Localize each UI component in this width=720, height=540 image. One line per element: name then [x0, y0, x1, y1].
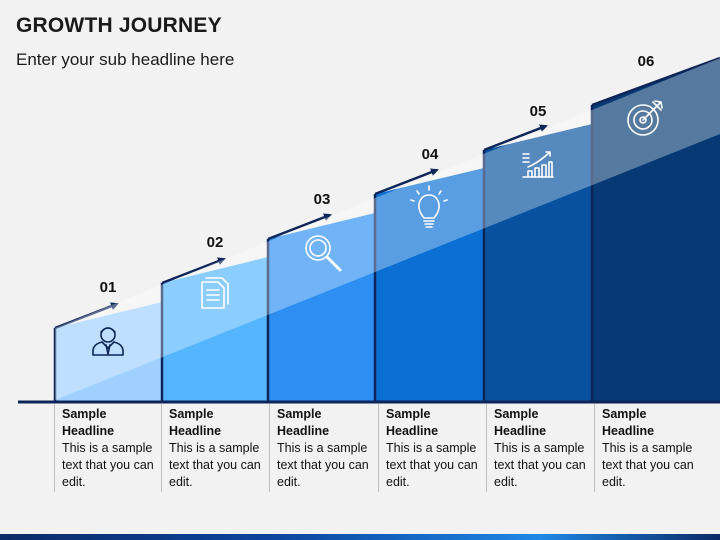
step-caption-05: Sample Headline This is a sample text tha…: [494, 406, 594, 491]
step-headline: Sample Headline: [494, 407, 547, 438]
caption-divider: [594, 404, 595, 492]
step-number-01: 01: [100, 279, 117, 296]
businessman-icon: [92, 327, 124, 356]
step-number-04: 04: [422, 146, 439, 163]
step-caption-06: Sample Headline This is a sample text tha…: [602, 406, 702, 491]
lightbulb-icon: [410, 185, 448, 228]
step-bar-03: [268, 213, 375, 402]
step-number-06: 06: [638, 53, 655, 70]
step-text: This is a sample text that you can edit.: [277, 441, 369, 489]
caption-divider: [161, 404, 162, 492]
caption-divider: [378, 404, 379, 492]
step-bar-02: [162, 257, 268, 402]
step-bar-05: [484, 124, 592, 402]
step-text: This is a sample text that you can edit.: [62, 441, 154, 489]
caption-divider: [269, 404, 270, 492]
highlight-overlay: [55, 58, 720, 400]
step-arrow: [374, 168, 439, 196]
growth-chart-icon: [522, 151, 554, 178]
step-arrow: [161, 257, 226, 285]
step-headline: Sample Headline: [169, 407, 222, 438]
step-caption-01: Sample Headline This is a sample text tha…: [62, 406, 162, 491]
step-number-05: 05: [530, 103, 547, 120]
step-bar-06: [592, 58, 720, 402]
target-icon: [627, 100, 663, 136]
footer-bar: [0, 534, 720, 540]
step-arrow: [591, 56, 720, 107]
step-text: This is a sample text that you can edit.: [602, 441, 694, 489]
document-icon: [201, 277, 229, 309]
step-headline: Sample Headline: [386, 407, 439, 438]
step-arrow: [54, 302, 119, 330]
step-arrow: [483, 124, 548, 152]
step-arrow: [267, 213, 332, 241]
step-text: This is a sample text that you can edit.: [386, 441, 478, 489]
caption-divider: [54, 404, 55, 492]
step-headline: Sample Headline: [62, 407, 115, 438]
page-title: GROWTH JOURNEY: [16, 14, 222, 37]
step-caption-04: Sample Headline This is a sample text tha…: [386, 406, 486, 491]
magnifier-icon: [305, 235, 342, 272]
page-subtitle: Enter your sub headline here: [16, 50, 235, 69]
step-text: This is a sample text that you can edit.: [169, 441, 261, 489]
step-number-03: 03: [314, 191, 331, 208]
step-number-02: 02: [207, 234, 224, 251]
step-bar-04: [375, 168, 484, 402]
step-caption-03: Sample Headline This is a sample text tha…: [277, 406, 377, 491]
step-headline: Sample Headline: [602, 407, 655, 438]
step-caption-02: Sample Headline This is a sample text tha…: [169, 406, 269, 491]
caption-divider: [486, 404, 487, 492]
step-text: This is a sample text that you can edit.: [494, 441, 586, 489]
step-headline: Sample Headline: [277, 407, 330, 438]
